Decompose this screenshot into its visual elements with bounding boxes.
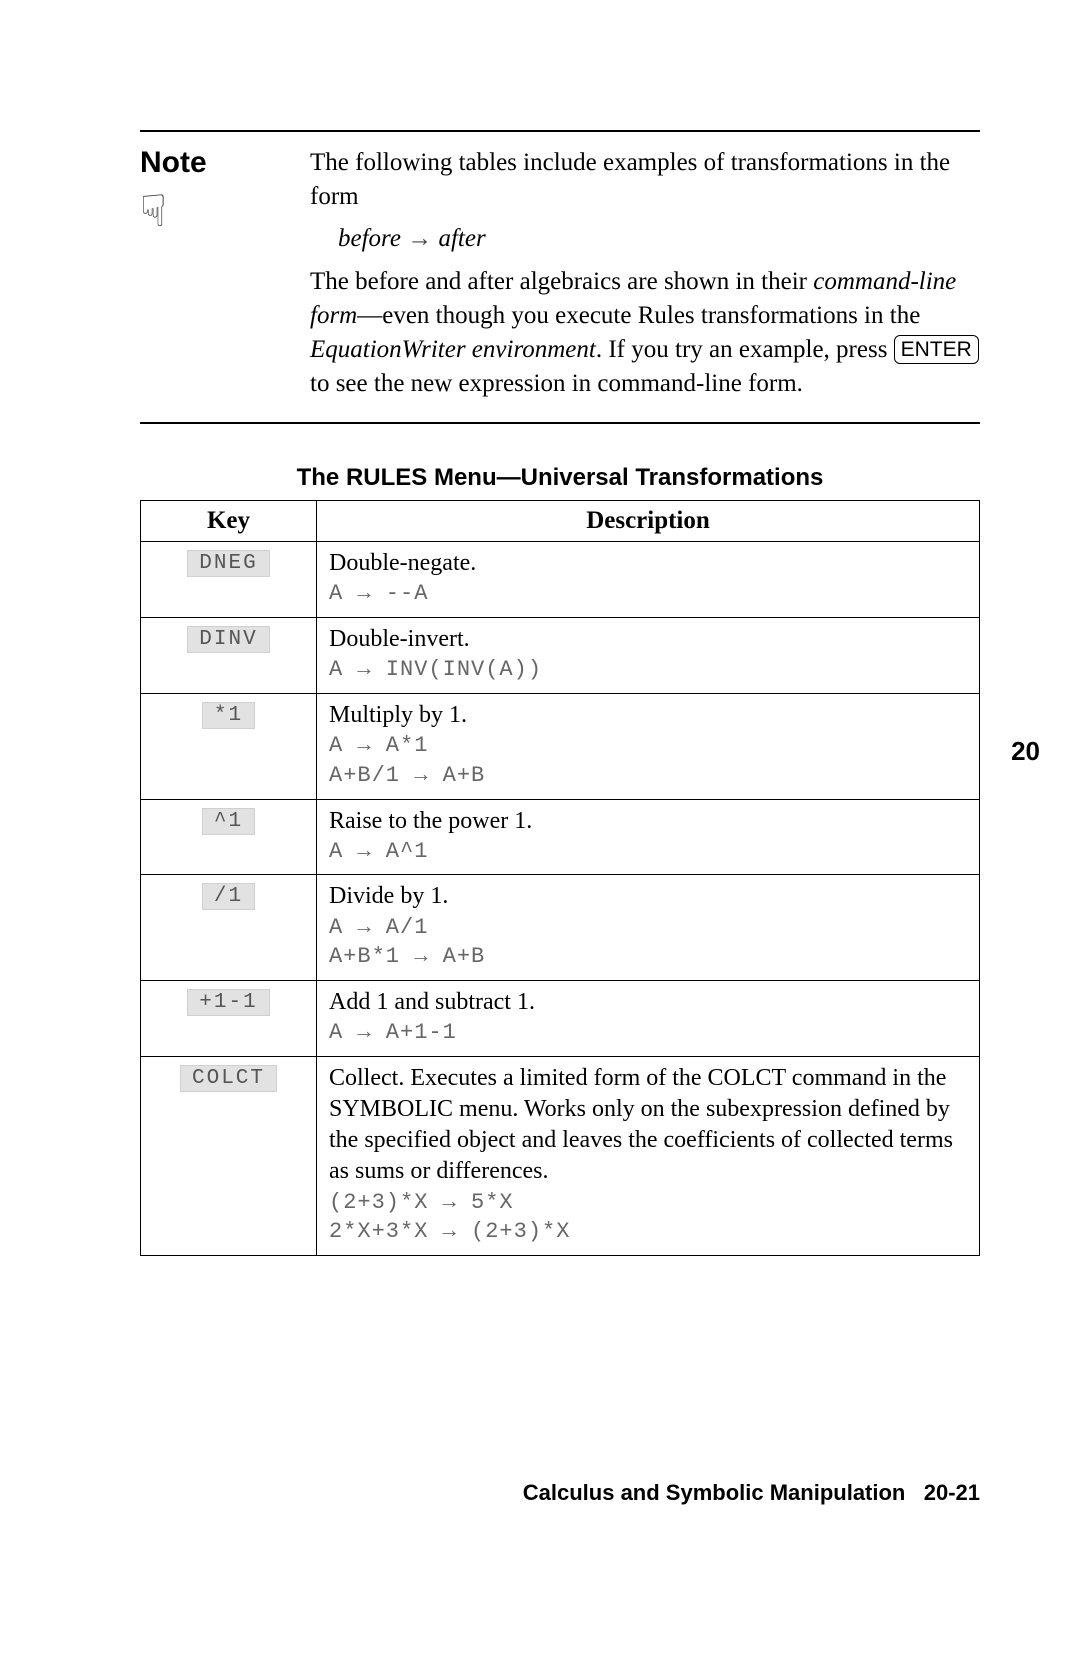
description-text: Multiply by 1. — [329, 700, 967, 731]
description-cell: Double-negate.A → --A — [317, 542, 980, 618]
example-line: A → --A — [329, 579, 967, 609]
description-cell: Raise to the power 1.A → A^1 — [317, 799, 980, 875]
description-cell: Add 1 and subtract 1.A → A+1-1 — [317, 981, 980, 1057]
chapter-tab: 20 — [1011, 736, 1040, 767]
page: Note ☟ The following tables include exam… — [0, 0, 1080, 1656]
note-label: Note — [140, 146, 310, 180]
page-footer: Calculus and Symbolic Manipulation 20-21 — [523, 1480, 980, 1506]
example-line: A → A^1 — [329, 837, 967, 867]
menu-key-label: DNEG — [187, 550, 269, 577]
description-text: Collect. Executes a limited form of the … — [329, 1063, 967, 1188]
header-key: Key — [141, 501, 317, 542]
example-line: A → A/1 — [329, 913, 967, 943]
example-line: A → A*1 — [329, 731, 967, 761]
note-left-column: Note ☟ — [140, 146, 310, 408]
key-cell: DNEG — [141, 542, 317, 618]
table-title: The RULES Menu—Universal Transformations — [140, 464, 980, 492]
description-cell: Double-invert.A → INV(INV(A)) — [317, 618, 980, 694]
description-cell: Multiply by 1.A → A*1A+B/1 → A+B — [317, 694, 980, 800]
header-description: Description — [317, 501, 980, 542]
footer-section: Calculus and Symbolic Manipulation — [523, 1480, 906, 1505]
table-row: ^1 Raise to the power 1.A → A^1 — [141, 799, 980, 875]
menu-key-label: /1 — [202, 883, 255, 910]
example-line: 2*X+3*X → (2+3)*X — [329, 1217, 967, 1247]
menu-key-label: *1 — [202, 702, 255, 729]
arrow-icon: → — [407, 225, 432, 252]
example-line: (2+3)*X → 5*X — [329, 1188, 967, 1218]
note-paragraph-2: The before and after algebraics are show… — [310, 265, 980, 400]
note-equation: before → after — [338, 222, 980, 256]
rules-table: Key Description DNEG Double-negate.A → --… — [140, 500, 980, 1256]
note-p2-italic2: EquationWriter environment — [310, 336, 596, 363]
key-cell: ^1 — [141, 799, 317, 875]
description-text: Add 1 and subtract 1. — [329, 987, 967, 1018]
eq-before: before — [338, 225, 401, 252]
example-line: A+B*1 → A+B — [329, 942, 967, 972]
note-paragraph-1: The following tables include examples of… — [310, 146, 980, 214]
menu-key-label: COLCT — [180, 1065, 277, 1092]
key-cell: +1-1 — [141, 981, 317, 1057]
enter-keycap: ENTER — [894, 335, 979, 364]
key-cell: /1 — [141, 875, 317, 981]
description-text: Raise to the power 1. — [329, 806, 967, 837]
note-body: The following tables include examples of… — [310, 146, 980, 408]
description-cell: Divide by 1.A → A/1A+B*1 → A+B — [317, 875, 980, 981]
table-row: DINV Double-invert.A → INV(INV(A)) — [141, 618, 980, 694]
key-cell: DINV — [141, 618, 317, 694]
table-row: /1 Divide by 1.A → A/1A+B*1 → A+B — [141, 875, 980, 981]
example-line: A → INV(INV(A)) — [329, 655, 967, 685]
table-row: +1-1 Add 1 and subtract 1.A → A+1-1 — [141, 981, 980, 1057]
key-cell: *1 — [141, 694, 317, 800]
table-row: DNEG Double-negate.A → --A — [141, 542, 980, 618]
table-row: *1 Multiply by 1.A → A*1A+B/1 → A+B — [141, 694, 980, 800]
note-p2-pre: The before and after algebraics are show… — [310, 268, 813, 295]
pointing-hand-icon: ☟ — [140, 190, 310, 234]
description-cell: Collect. Executes a limited form of the … — [317, 1056, 980, 1255]
example-line: A → A+1-1 — [329, 1018, 967, 1048]
footer-page-number: 20-21 — [924, 1480, 980, 1505]
note-p2-mid: —even though you execute Rules transform… — [357, 302, 920, 329]
key-cell: COLCT — [141, 1056, 317, 1255]
table-row: COLCT Collect. Executes a limited form of… — [141, 1056, 980, 1255]
menu-key-label: +1-1 — [187, 989, 269, 1016]
menu-key-label: DINV — [187, 626, 269, 653]
eq-after: after — [438, 225, 485, 252]
description-text: Double-invert. — [329, 624, 967, 655]
description-text: Double-negate. — [329, 548, 967, 579]
menu-key-label: ^1 — [202, 808, 255, 835]
note-p2-post1: . If you try an example, press — [596, 336, 894, 363]
note-p2-post2: to see the new expression in command-lin… — [310, 370, 803, 397]
note-block: Note ☟ The following tables include exam… — [140, 130, 980, 424]
example-line: A+B/1 → A+B — [329, 761, 967, 791]
description-text: Divide by 1. — [329, 881, 967, 912]
table-header-row: Key Description — [141, 501, 980, 542]
